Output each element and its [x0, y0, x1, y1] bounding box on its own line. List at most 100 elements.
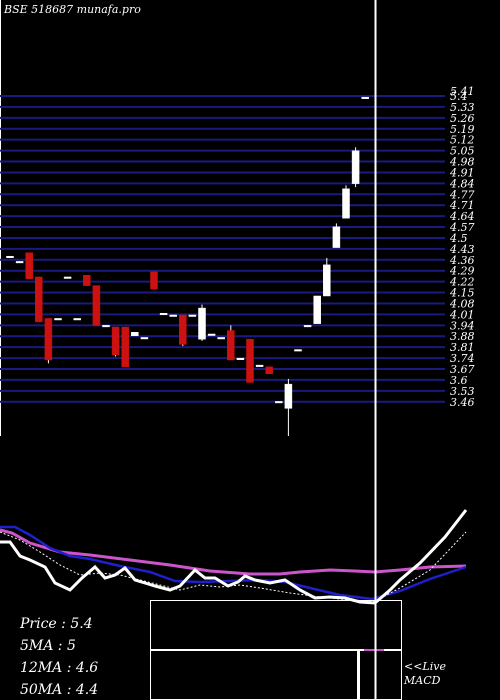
candle-body-down [111, 326, 120, 356]
macd-live-label: <<Live [404, 660, 446, 673]
candle-body-up [15, 261, 24, 264]
candle-body-down [150, 271, 158, 290]
price-tick-label: 4.98 [449, 156, 475, 169]
stat-50ma: 50MA : 4.4 [20, 682, 98, 698]
price-tick-label: 5.33 [450, 101, 475, 114]
candle-body-up [351, 150, 360, 184]
price-tick-label: 4.77 [449, 188, 475, 201]
candle-body-up [236, 357, 245, 360]
candle-body-down [179, 314, 187, 345]
candle [294, 349, 302, 352]
price-tick-label: 5.4 [450, 90, 468, 103]
candle [44, 318, 53, 364]
price-tick-label: 5.19 [450, 123, 475, 136]
candle [217, 337, 225, 340]
candle-body-up [63, 276, 72, 279]
price-tick-label: 4.29 [449, 265, 475, 278]
candle [198, 304, 206, 341]
price-tick-label: 4.08 [449, 297, 475, 310]
candle-body-up [159, 313, 168, 316]
candle [150, 271, 158, 290]
candle [236, 357, 245, 360]
price-tick-label: 4.15 [449, 287, 475, 300]
price-tick-label: 4.36 [449, 254, 475, 267]
stat-12ma-value: 4.6 [75, 660, 98, 676]
candle-body-down [92, 285, 101, 326]
candle-body-down [246, 338, 254, 383]
candle-body-up [313, 295, 321, 324]
ma-medium-line [0, 525, 467, 601]
candle [83, 274, 91, 286]
price-tick-label: 3.88 [450, 330, 475, 343]
price-tick-labels: 5.415.45.335.265.195.125.054.984.914.844… [449, 85, 475, 409]
candle [255, 364, 264, 367]
candle-body-up [188, 314, 197, 317]
candle-body-up [284, 383, 293, 409]
price-tick-label: 5.05 [450, 145, 475, 158]
candle-body-up [54, 318, 62, 321]
price-tick-label: 4.57 [449, 221, 475, 234]
stat-50ma-sep: : [62, 682, 76, 698]
stat-price-sep: : [57, 616, 71, 632]
stat-price-value: 5.4 [70, 616, 92, 632]
candle [332, 223, 341, 248]
stat-5ma: 5MA : 5 [20, 638, 76, 654]
stat-50ma-value: 4.4 [75, 682, 98, 698]
candle-body-up [294, 349, 302, 352]
candle-body-down [44, 318, 53, 361]
candle [179, 314, 187, 347]
candle [361, 96, 369, 99]
stat-price-label: Price [19, 616, 57, 632]
macd-histogram-bar [357, 650, 360, 700]
candle-body-down [25, 252, 33, 279]
price-tick-label: 4.91 [449, 166, 475, 179]
candle [342, 185, 350, 219]
candle [265, 366, 273, 375]
candle-body-up [207, 333, 216, 336]
price-gridlines [0, 95, 445, 403]
candle [140, 337, 149, 340]
candle [246, 338, 254, 383]
candle [54, 318, 62, 321]
candle [188, 314, 197, 317]
candle [73, 318, 81, 321]
candle [284, 378, 293, 436]
candle-body-down [265, 366, 273, 375]
candle [15, 261, 24, 264]
candle [121, 326, 129, 368]
candle [159, 313, 168, 316]
price-tick-label: 3.67 [450, 363, 475, 376]
price-tick-label: 3.81 [450, 341, 475, 354]
candle-body-down [121, 326, 129, 368]
candle-body-up [73, 318, 81, 321]
candle-body-up [6, 255, 14, 258]
candle [351, 147, 360, 188]
candle-body-up [102, 325, 110, 328]
candle [323, 257, 331, 297]
stat-5ma-value: 5 [67, 638, 76, 654]
candle-body-down [227, 330, 235, 361]
stat-5ma-sep: : [53, 638, 67, 654]
price-tick-label: 4.84 [449, 177, 475, 190]
candle [35, 276, 43, 323]
candle-body-up [217, 337, 225, 340]
candle [313, 295, 321, 324]
chart-title: BSE 518687 munafa.pro [3, 3, 141, 16]
candle-body-up [275, 401, 283, 404]
price-tick-label: 4.22 [449, 276, 475, 289]
candle-body-up [323, 264, 331, 297]
price-tick-label: 4.5 [449, 232, 468, 245]
candle-body-down [35, 276, 43, 323]
stat-price: Price : 5.4 [19, 616, 93, 632]
candle-body-up [342, 188, 350, 219]
candle-body-up [169, 314, 177, 317]
candle [111, 326, 120, 357]
candle [6, 255, 14, 258]
candle [207, 333, 216, 336]
price-tick-label: 4.64 [449, 210, 475, 223]
candle-body-up [131, 332, 139, 336]
candle-body-up [332, 226, 341, 248]
stat-50ma-label: 50MA [20, 682, 62, 698]
candle [275, 401, 283, 404]
